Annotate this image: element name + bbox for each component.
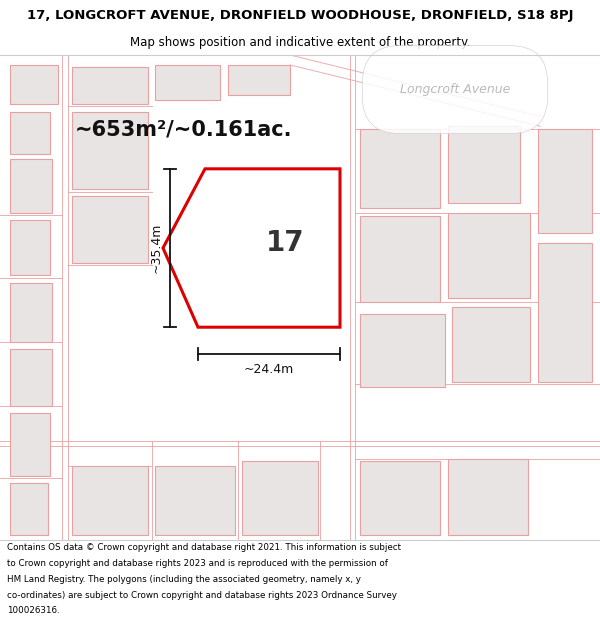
Text: ~24.4m: ~24.4m — [244, 363, 294, 376]
Polygon shape — [448, 213, 530, 298]
Polygon shape — [228, 65, 290, 94]
Polygon shape — [538, 129, 592, 233]
Polygon shape — [10, 220, 50, 275]
Text: HM Land Registry. The polygons (including the associated geometry, namely x, y: HM Land Registry. The polygons (includin… — [7, 575, 361, 584]
Polygon shape — [10, 282, 52, 342]
Text: 17: 17 — [266, 229, 304, 257]
Text: to Crown copyright and database rights 2023 and is reproduced with the permissio: to Crown copyright and database rights 2… — [7, 559, 388, 568]
Polygon shape — [242, 461, 318, 535]
Polygon shape — [452, 308, 530, 382]
Text: ~653m²/~0.161ac.: ~653m²/~0.161ac. — [75, 119, 293, 139]
Polygon shape — [72, 112, 148, 189]
Polygon shape — [10, 349, 52, 406]
Polygon shape — [10, 112, 50, 154]
Text: ~35.4m: ~35.4m — [149, 223, 163, 273]
Polygon shape — [360, 314, 445, 387]
Polygon shape — [360, 461, 440, 535]
Polygon shape — [10, 65, 58, 104]
Text: Longcroft Avenue: Longcroft Avenue — [400, 83, 510, 96]
Polygon shape — [10, 413, 50, 476]
Text: 17, LONGCROFT AVENUE, DRONFIELD WOODHOUSE, DRONFIELD, S18 8PJ: 17, LONGCROFT AVENUE, DRONFIELD WOODHOUS… — [27, 9, 573, 22]
Polygon shape — [155, 65, 220, 99]
Polygon shape — [10, 159, 52, 213]
Polygon shape — [163, 169, 340, 328]
Polygon shape — [72, 466, 148, 535]
Polygon shape — [72, 196, 148, 263]
Polygon shape — [10, 482, 48, 535]
Polygon shape — [155, 466, 235, 535]
Text: 100026316.: 100026316. — [7, 606, 60, 615]
Polygon shape — [72, 67, 148, 104]
Text: co-ordinates) are subject to Crown copyright and database rights 2023 Ordnance S: co-ordinates) are subject to Crown copyr… — [7, 591, 397, 599]
Text: Contains OS data © Crown copyright and database right 2021. This information is : Contains OS data © Crown copyright and d… — [7, 543, 401, 552]
Polygon shape — [448, 126, 520, 204]
Polygon shape — [360, 129, 440, 208]
Polygon shape — [538, 243, 592, 382]
Polygon shape — [448, 459, 528, 535]
Text: Map shows position and indicative extent of the property.: Map shows position and indicative extent… — [130, 36, 470, 49]
Polygon shape — [360, 216, 440, 302]
